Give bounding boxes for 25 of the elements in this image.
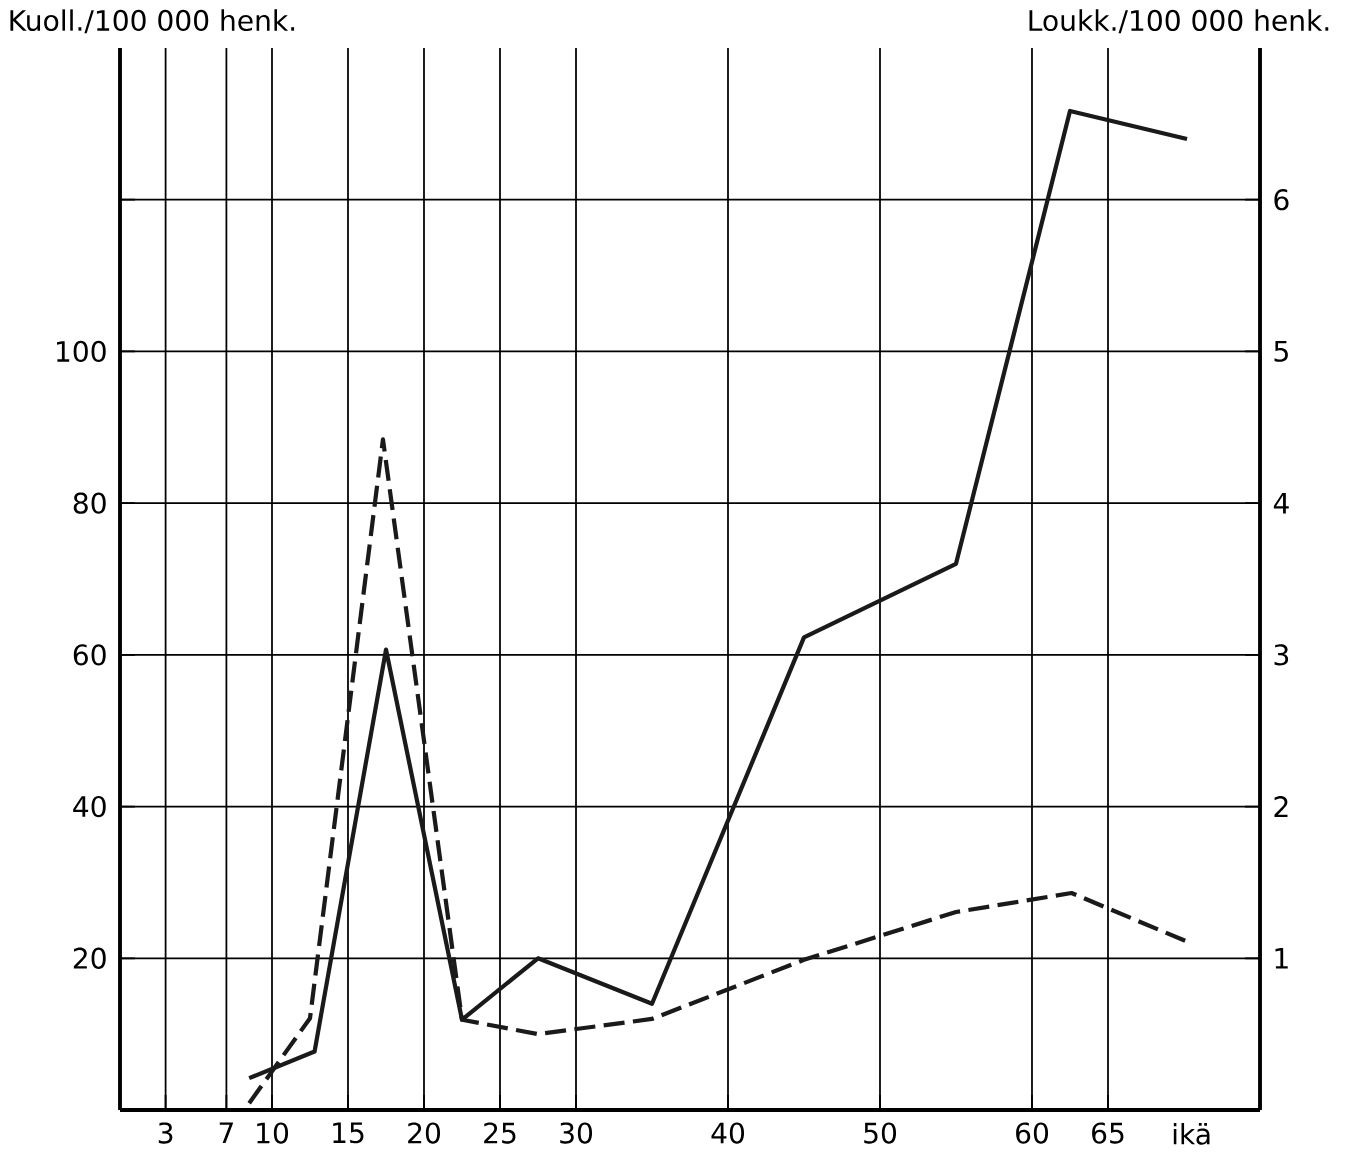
x-tick-label: 60 <box>1016 1122 1049 1144</box>
x-tick-label: 3 <box>158 1122 173 1144</box>
x-tick-label: 65 <box>1092 1122 1124 1144</box>
x-tick-label: 25 <box>484 1122 516 1144</box>
y2-tick-label: 4 <box>1273 492 1289 514</box>
y-tick-label: 40 <box>73 795 106 818</box>
y2-tick-label: 5 <box>1274 340 1288 362</box>
x-axis-title: ikä <box>1173 1123 1210 1145</box>
x-tick-label: 10 <box>257 1122 289 1144</box>
y-tick-label: 100 <box>57 340 106 363</box>
x-tick-label: 20 <box>408 1122 441 1144</box>
y-axis-title: Kuoll./100 000 henk. <box>10 9 295 34</box>
x-tick-label: 30 <box>560 1122 593 1144</box>
x-tick-label: 7 <box>219 1122 233 1143</box>
y-tick-label: 80 <box>73 492 106 514</box>
y2-axis-title: Loukk./100 000 henk. <box>1029 9 1329 34</box>
x-tick-label: 50 <box>864 1122 897 1144</box>
y2-tick-label: 6 <box>1274 189 1289 211</box>
y2-tick-label: 2 <box>1274 796 1288 817</box>
y-tick-label: 60 <box>73 644 106 666</box>
x-tick-label: 15 <box>333 1122 364 1144</box>
x-tick-label: 40 <box>711 1122 745 1144</box>
y2-tick-label: 1 <box>1275 948 1288 969</box>
y-tick-label: 20 <box>73 947 106 969</box>
y2-tick-label: 3 <box>1274 644 1289 666</box>
